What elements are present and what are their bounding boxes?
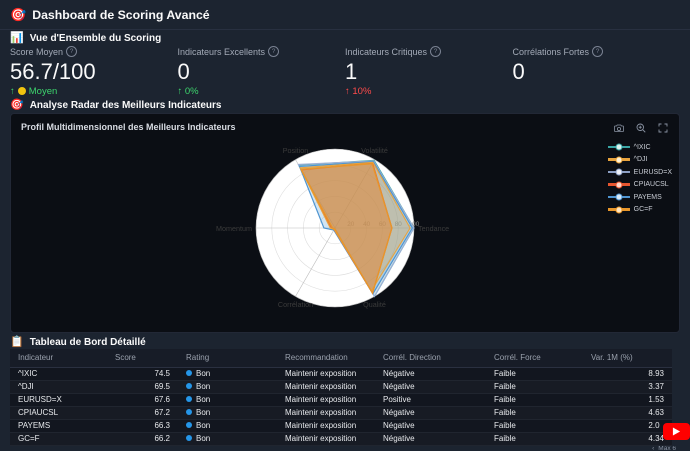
svg-text:Momentum: Momentum [216, 224, 252, 233]
svg-text:Corrélation: Corrélation [278, 300, 313, 309]
svg-text:Qualité: Qualité [363, 300, 386, 309]
svg-text:Tendance: Tendance [418, 224, 449, 233]
svg-text:Position: Position [283, 146, 309, 155]
svg-text:Volatilité: Volatilité [361, 146, 388, 155]
